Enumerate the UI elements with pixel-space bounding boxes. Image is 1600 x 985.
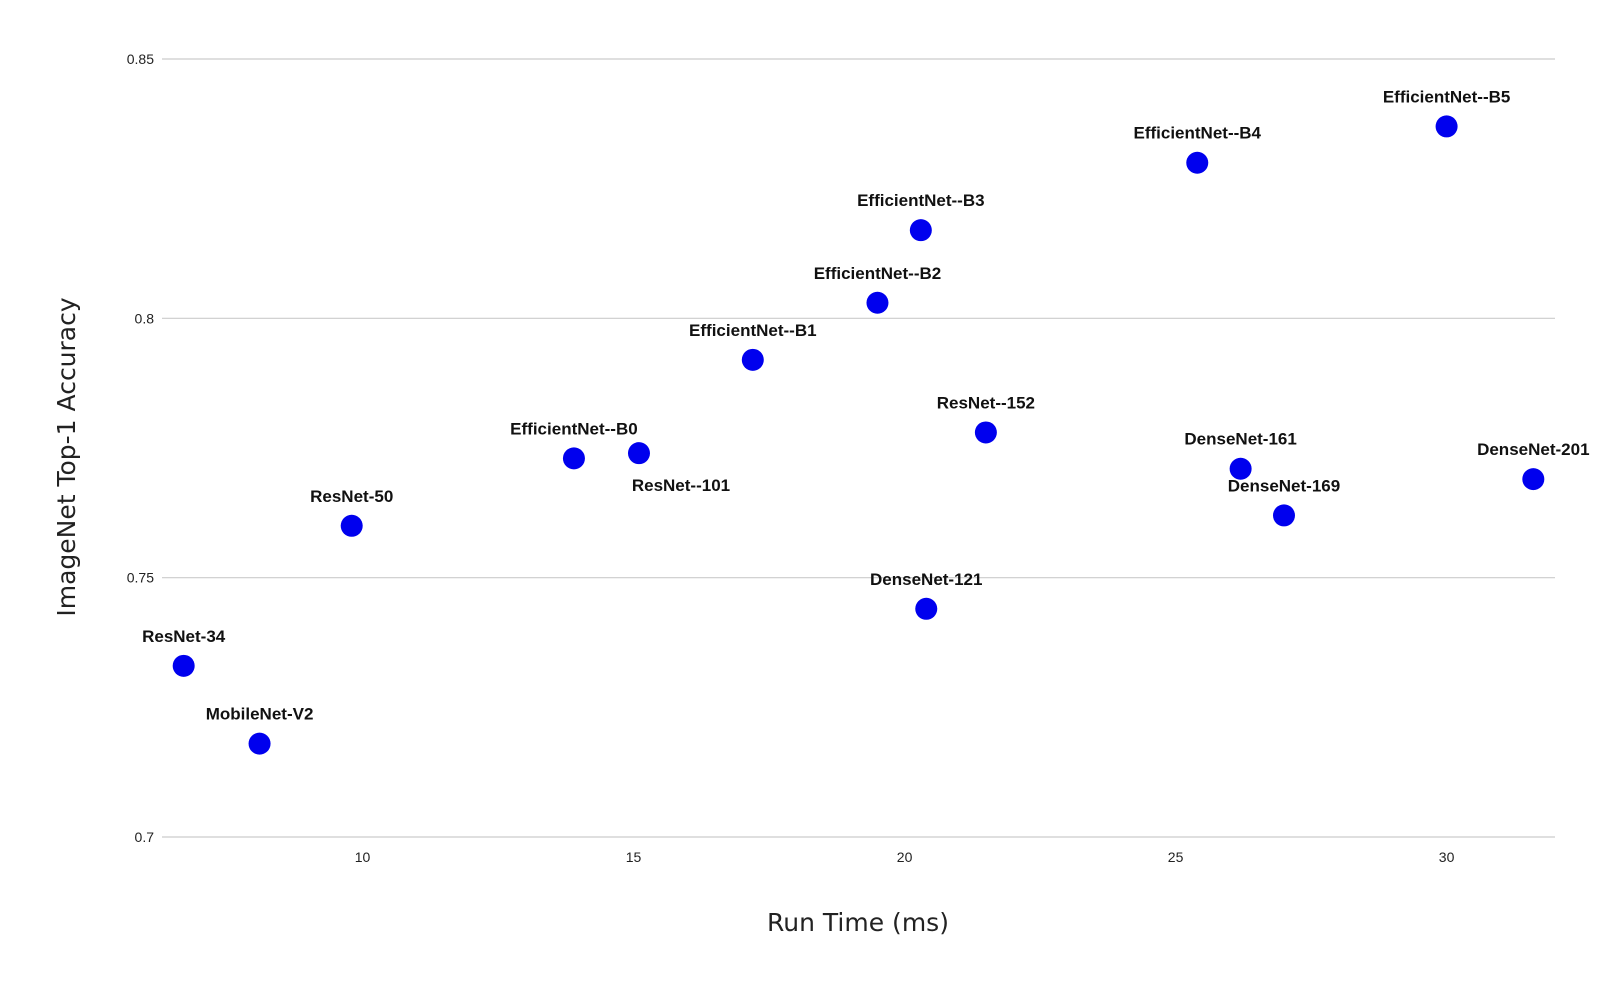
data-point bbox=[866, 291, 889, 314]
x-tick-label: 10 bbox=[355, 849, 371, 865]
data-label: ResNet-34 bbox=[142, 627, 226, 646]
data-point bbox=[340, 514, 363, 537]
data-point bbox=[172, 654, 195, 677]
data-label: DenseNet-121 bbox=[870, 570, 982, 589]
data-label: EfficientNet--B4 bbox=[1134, 124, 1262, 143]
data-label: ResNet--101 bbox=[632, 476, 730, 495]
gridlines bbox=[162, 58, 1555, 838]
data-label: DenseNet-169 bbox=[1228, 476, 1340, 495]
data-label: EfficientNet--B2 bbox=[814, 264, 942, 283]
data-point bbox=[627, 442, 650, 465]
x-tick-label: 30 bbox=[1439, 849, 1455, 865]
data-point bbox=[248, 732, 271, 755]
data-point bbox=[1186, 151, 1209, 174]
data-labels: ResNet-34 MobileNet-V2 ResNet-50 EfficientN… bbox=[142, 87, 1589, 723]
data-point bbox=[741, 348, 764, 371]
y-tick-label: 0.85 bbox=[127, 51, 154, 67]
data-point bbox=[909, 219, 932, 242]
data-label: ResNet--152 bbox=[937, 393, 1035, 412]
y-tick-label: 0.8 bbox=[135, 310, 155, 326]
data-point bbox=[974, 421, 997, 444]
data-point bbox=[1272, 504, 1295, 527]
data-point bbox=[915, 597, 938, 620]
x-tick-label: 25 bbox=[1168, 849, 1184, 865]
data-point bbox=[1229, 457, 1252, 480]
data-point bbox=[1435, 115, 1458, 138]
data-point bbox=[562, 447, 585, 470]
data-label: EfficientNet--B0 bbox=[510, 419, 638, 438]
y-tick-label: 0.75 bbox=[127, 570, 154, 586]
data-label: EfficientNet--B3 bbox=[857, 191, 985, 210]
y-axis-title: ImageNet Top-1 Accuracy bbox=[52, 297, 81, 617]
data-label: ResNet-50 bbox=[310, 487, 393, 506]
data-label: EfficientNet--B1 bbox=[689, 321, 817, 340]
x-tick-label: 15 bbox=[626, 849, 642, 865]
x-axis-ticks: 10 15 20 25 30 bbox=[355, 849, 1455, 865]
data-label: MobileNet-V2 bbox=[206, 705, 314, 724]
data-label: DenseNet-201 bbox=[1477, 440, 1589, 459]
data-label: DenseNet-161 bbox=[1184, 430, 1296, 449]
y-axis-ticks: 0.7 0.75 0.8 0.85 bbox=[127, 51, 154, 845]
data-point bbox=[1522, 468, 1545, 491]
x-axis-title: Run Time (ms) bbox=[767, 908, 949, 937]
x-tick-label: 20 bbox=[897, 849, 913, 865]
data-points bbox=[172, 115, 1545, 755]
data-label: EfficientNet--B5 bbox=[1383, 87, 1511, 106]
y-tick-label: 0.7 bbox=[135, 829, 155, 845]
